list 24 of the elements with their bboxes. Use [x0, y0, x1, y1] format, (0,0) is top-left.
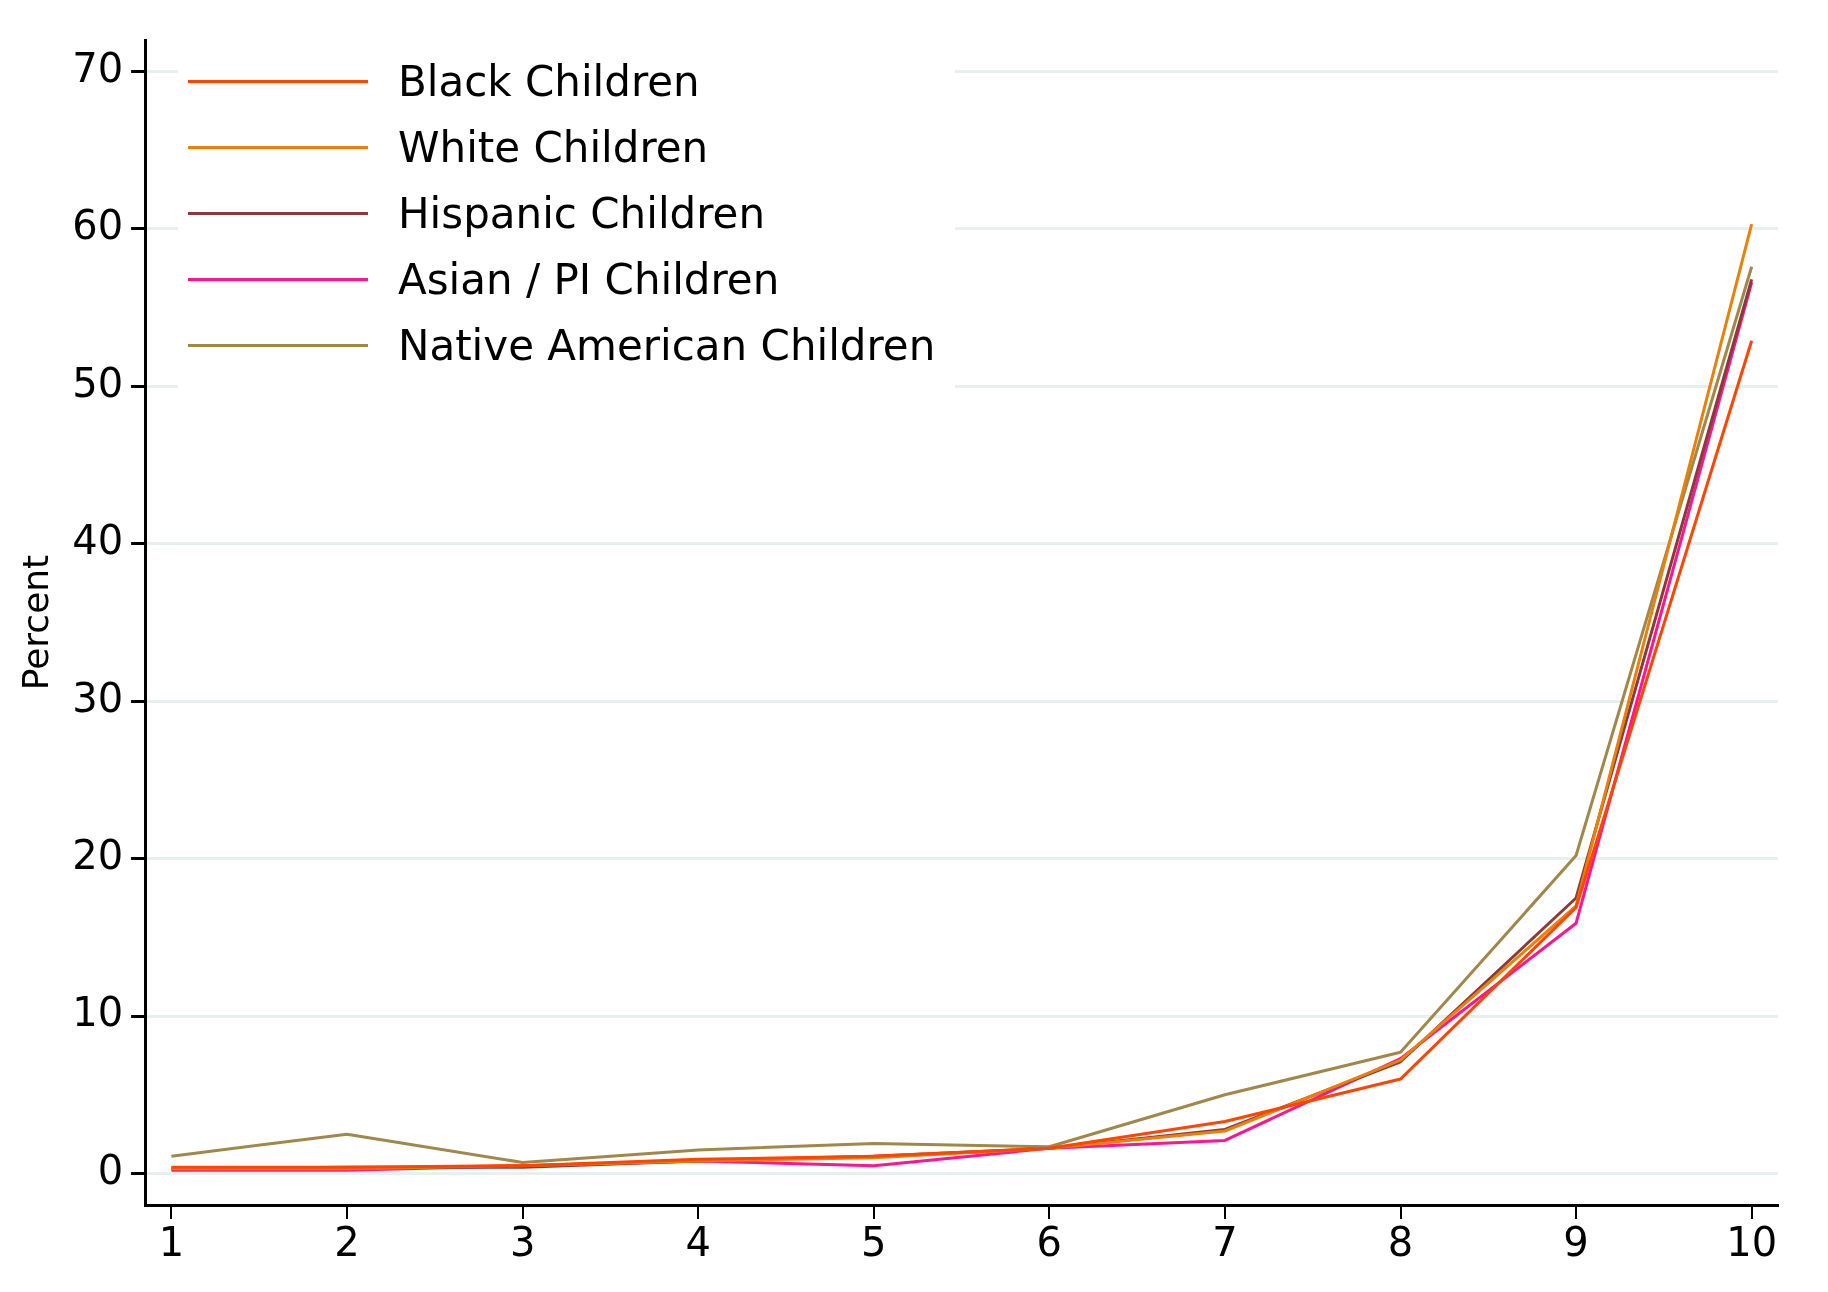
- legend-label: White Children: [398, 122, 709, 172]
- legend-label: Asian / PI Children: [398, 254, 780, 304]
- legend-label: Native American Children: [398, 320, 936, 370]
- y-tick-label: 70: [72, 44, 124, 91]
- legend-label: Black Children: [398, 56, 700, 106]
- y-tick-label: 10: [72, 989, 124, 1036]
- y-tick-label: 40: [72, 517, 124, 564]
- y-tick-label: 20: [72, 832, 124, 879]
- legend-label: Hispanic Children: [398, 188, 766, 238]
- x-tick-label: 10: [1726, 1219, 1778, 1266]
- y-tick-label: 60: [72, 202, 124, 249]
- x-tick-label: 7: [1212, 1219, 1238, 1266]
- x-tick-label: 3: [509, 1219, 536, 1266]
- x-tick-label: 9: [1563, 1219, 1589, 1266]
- x-tick-label: 1: [158, 1219, 185, 1266]
- y-tick-label: 50: [72, 359, 124, 406]
- y-tick-label: 0: [97, 1146, 124, 1193]
- x-tick-label: 6: [1036, 1219, 1063, 1266]
- x-tick-label: 8: [1387, 1219, 1414, 1266]
- x-tick-label: 5: [861, 1219, 887, 1266]
- x-tick-label: 4: [685, 1219, 711, 1266]
- x-tick-label: 2: [334, 1219, 360, 1266]
- y-axis-title: Percent: [14, 554, 56, 691]
- y-tick-label: 30: [72, 674, 124, 721]
